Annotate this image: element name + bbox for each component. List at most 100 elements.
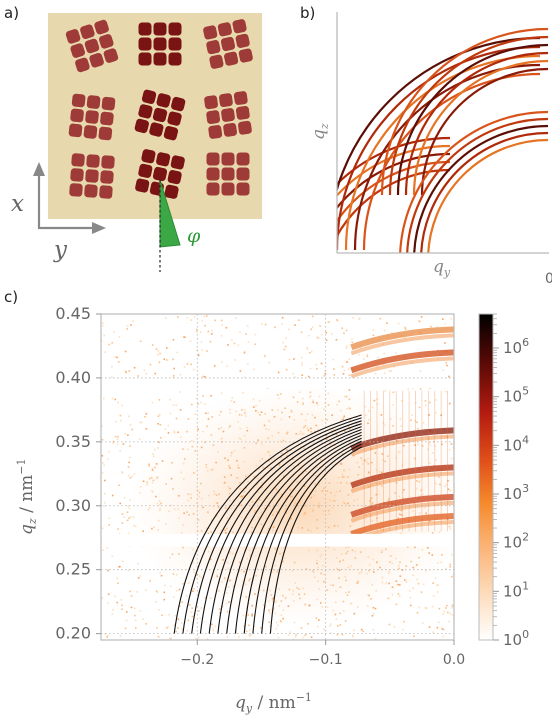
speckle-point (372, 629, 375, 631)
grain (84, 184, 98, 198)
speckle-point (133, 366, 136, 369)
speckle-point (434, 399, 437, 401)
speckle-point (377, 356, 380, 359)
speckle-point (158, 361, 161, 363)
speckle-point (220, 392, 223, 394)
speckle-point (177, 627, 179, 629)
speckle-point (351, 634, 354, 637)
grain (138, 22, 152, 36)
grain (138, 37, 152, 51)
speckle-point (175, 630, 177, 633)
speckle-point (419, 388, 422, 390)
speckle-point (117, 436, 119, 438)
speckle-point (101, 324, 104, 327)
speckle-point (374, 372, 377, 375)
speckle-point (195, 397, 198, 400)
speckle-point (124, 432, 127, 435)
grain (68, 123, 83, 138)
speckle-point (449, 612, 451, 615)
grain (89, 52, 104, 68)
diffraction-arc (404, 51, 549, 196)
speckle-point (245, 630, 248, 633)
speckle-point (335, 339, 338, 341)
speckle-point (107, 569, 109, 572)
colorbar-tick-label: 105 (503, 385, 529, 406)
grain (135, 178, 150, 193)
speckle-point (158, 399, 161, 401)
overlay-arc (261, 443, 362, 634)
detector-gap (101, 533, 454, 547)
speckle-point (446, 364, 448, 367)
speckle-point (189, 603, 191, 606)
overlay-arc (191, 420, 362, 634)
speckle-point (233, 342, 235, 345)
speckle-point (154, 600, 157, 603)
speckle-point (158, 609, 160, 611)
grain (221, 167, 235, 181)
speckle-point (346, 361, 348, 363)
speckle-point (128, 517, 130, 520)
speckle-point (157, 423, 159, 425)
grain (219, 93, 233, 108)
speckle-point (207, 330, 209, 333)
speckle-point (128, 461, 130, 464)
grain (153, 52, 167, 66)
speckle-point (310, 350, 313, 353)
grain (206, 167, 220, 181)
angle-label: φ (187, 225, 201, 247)
speckle-point (170, 585, 172, 587)
speckle-point (442, 628, 445, 631)
bragg-rod-halo (350, 434, 454, 457)
speckle-point (177, 316, 179, 318)
speckle-point (112, 442, 114, 444)
speckle-point (206, 350, 208, 352)
speckle-point (432, 631, 435, 633)
grain-block (203, 19, 253, 69)
speckle-point (108, 343, 110, 346)
speckle-point (204, 376, 206, 378)
speckle-point (111, 555, 114, 558)
speckle-point (131, 428, 133, 431)
speckle-point (393, 626, 396, 628)
grain-block (68, 93, 116, 141)
speckle-point (371, 615, 374, 617)
speckle-point (125, 371, 127, 374)
speckle-point (242, 391, 244, 394)
speckle-point (424, 400, 427, 402)
speckle-point (119, 502, 121, 505)
speckle-point (445, 567, 447, 570)
speckle-point (336, 633, 339, 636)
speckle-point (444, 342, 446, 344)
speckle-point (288, 328, 290, 331)
grain-block (138, 22, 182, 66)
speckle-point (214, 319, 216, 322)
speckle-point (425, 404, 427, 407)
grain (99, 185, 113, 199)
speckle-point (116, 443, 119, 446)
speckle-point (175, 590, 178, 592)
speckle-point (121, 471, 123, 473)
grain (238, 48, 253, 63)
colorbar (478, 313, 494, 641)
speckle-point (197, 353, 200, 355)
diffraction-arc (399, 110, 549, 253)
speckle-point (122, 443, 125, 445)
speckle-point (157, 415, 160, 417)
speckle-point (268, 361, 271, 364)
speckle-point (220, 335, 223, 337)
speckle-point (154, 372, 157, 375)
speckle-point (343, 369, 346, 372)
diffraction-arc (388, 35, 549, 196)
grain (152, 166, 168, 182)
speckle-point (386, 321, 388, 324)
speckle-point (308, 375, 310, 378)
speckle-point (186, 363, 189, 365)
speckle-point (264, 323, 267, 326)
speckle-point (139, 340, 142, 342)
speckle-point (179, 409, 182, 411)
grain (204, 95, 218, 110)
colorbar-tick-label: 102 (503, 531, 529, 552)
grain (221, 152, 235, 166)
speckle-point (124, 627, 127, 630)
speckle-point (437, 584, 440, 586)
